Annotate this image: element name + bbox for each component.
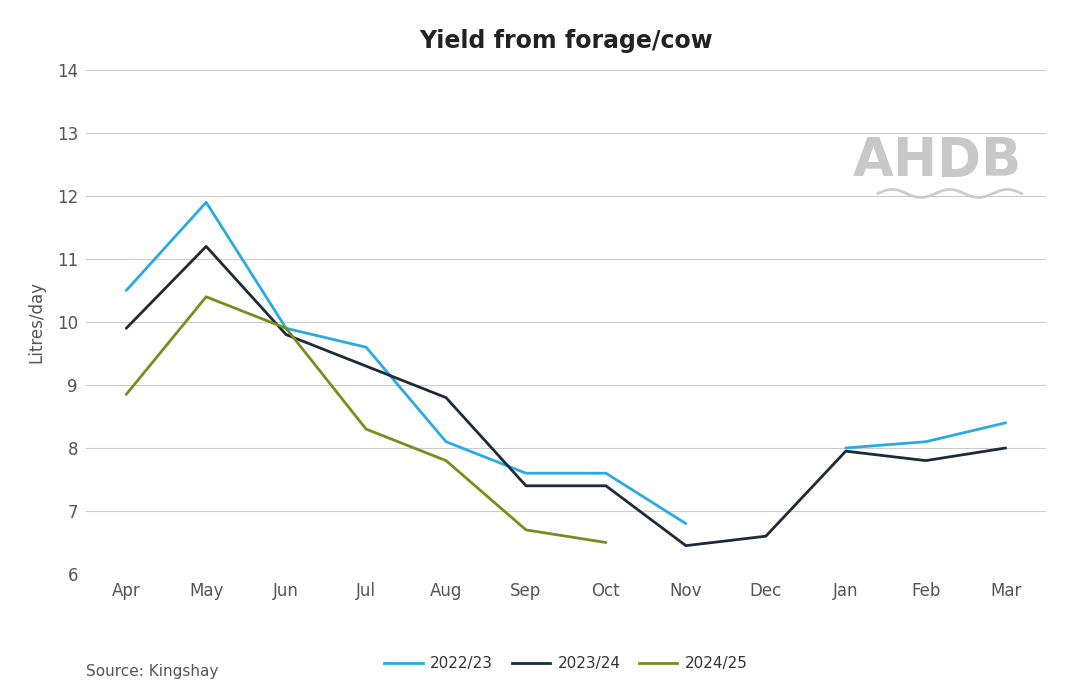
- Text: AHDB: AHDB: [853, 134, 1022, 187]
- Text: Source: Kingshay: Source: Kingshay: [86, 664, 219, 679]
- Y-axis label: Litres/day: Litres/day: [28, 281, 45, 363]
- Legend: 2022/23, 2023/24, 2024/25: 2022/23, 2023/24, 2024/25: [378, 650, 754, 677]
- Title: Yield from forage/cow: Yield from forage/cow: [419, 29, 713, 52]
